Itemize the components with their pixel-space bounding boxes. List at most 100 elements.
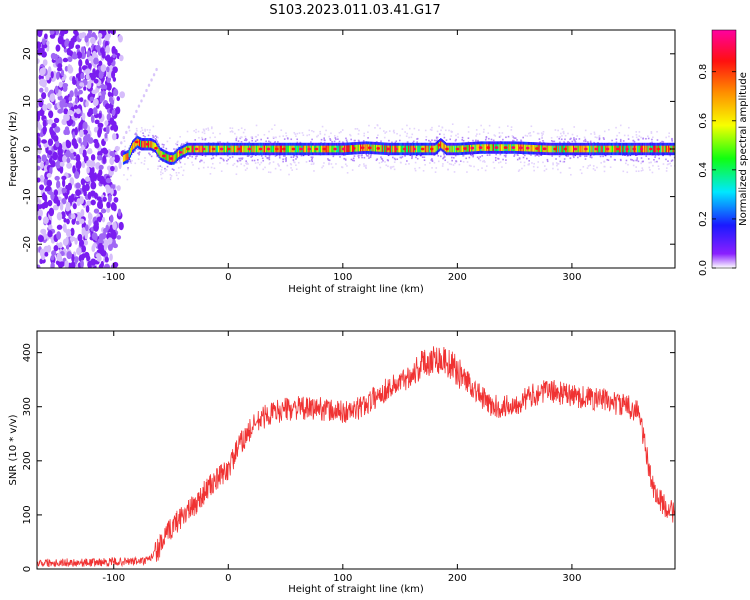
ridge-cell: [318, 145, 321, 153]
noise-blob: [107, 244, 113, 252]
halo-point: [255, 135, 258, 138]
ridge-cell: [246, 145, 248, 153]
halo-point: [198, 167, 200, 170]
noise-blob: [93, 220, 99, 228]
ridge-cell: [206, 145, 208, 153]
ridge-cell: [577, 145, 579, 153]
noise-blob: [93, 126, 99, 133]
halo-point: [321, 166, 323, 169]
noise-blob: [86, 80, 92, 89]
noise-blob: [85, 58, 89, 66]
halo-point: [468, 156, 471, 159]
halo-point: [148, 131, 151, 134]
ridge-cell: [192, 145, 195, 153]
spectrogram-ytick-label: 20: [22, 47, 33, 60]
halo-point: [498, 132, 501, 134]
halo-point: [539, 141, 541, 143]
halo-point: [411, 155, 413, 157]
halo-point: [404, 131, 406, 133]
halo-point: [231, 130, 233, 132]
halo-point: [487, 132, 490, 134]
halo-point: [629, 154, 632, 157]
ridge-cell: [305, 145, 307, 153]
halo-point: [573, 126, 576, 128]
noise-blob: [75, 189, 82, 197]
ridge-cell: [652, 145, 654, 153]
halo-point: [237, 160, 239, 163]
noise-blob: [88, 108, 93, 114]
halo-point: [656, 139, 659, 141]
ridge-cell: [638, 145, 640, 153]
noise-blob: [76, 51, 83, 59]
halo-point: [442, 163, 444, 165]
halo-point: [316, 135, 318, 138]
ridge-cell: [183, 147, 185, 155]
halo-point: [160, 173, 162, 176]
ridge-cell: [286, 145, 289, 153]
noise-blob: [71, 53, 78, 60]
ridge-cell: [285, 145, 287, 153]
halo-point: [553, 140, 556, 143]
halo-point: [271, 128, 273, 130]
halo-point: [229, 130, 232, 133]
halo-point: [593, 131, 596, 134]
halo-point: [229, 127, 232, 129]
halo-point: [211, 127, 213, 130]
halo-point: [290, 163, 293, 166]
halo-point: [201, 131, 204, 134]
halo-point: [480, 124, 482, 127]
halo-point: [278, 135, 281, 138]
ridge-cell: [215, 145, 217, 153]
ridge-cell: [515, 144, 518, 151]
halo-point: [231, 156, 234, 158]
halo-point: [203, 129, 205, 131]
halo-point: [527, 132, 530, 135]
halo-point: [567, 155, 569, 157]
halo-point: [175, 161, 178, 164]
halo-point: [670, 165, 672, 167]
noise-blob: [115, 106, 121, 115]
spectrogram-ytick-label: 0: [22, 146, 33, 152]
halo-point: [166, 140, 169, 143]
halo-point: [486, 154, 489, 156]
halo-point: [651, 138, 653, 141]
ridge-cell: [380, 145, 382, 152]
figure-title: S103.2023.011.03.41.G17: [269, 3, 440, 18]
halo-point: [367, 137, 369, 139]
halo-point: [290, 167, 292, 169]
halo-point: [440, 129, 442, 132]
noise-blob: [91, 244, 96, 253]
halo-point: [656, 160, 658, 163]
halo-point: [178, 167, 180, 169]
noise-blob: [75, 211, 82, 221]
halo-point: [349, 134, 352, 137]
noise-blob: [89, 96, 94, 102]
ridge-cell: [349, 145, 352, 152]
halo-point: [264, 155, 267, 158]
halo-point: [521, 167, 523, 170]
halo-point: [596, 166, 598, 169]
noise-blob: [112, 221, 117, 231]
halo-point: [412, 141, 414, 144]
ridge-cell: [132, 143, 134, 150]
noise-blob: [105, 224, 109, 232]
halo-point: [492, 161, 495, 164]
halo-point: [202, 166, 205, 169]
halo-point: [590, 133, 592, 135]
halo-point: [429, 128, 432, 131]
noise-blob: [106, 207, 111, 213]
halo-point: [457, 133, 459, 135]
halo-point: [529, 134, 532, 137]
noise-blob: [87, 30, 93, 36]
halo-point: [195, 155, 197, 158]
halo-point: [642, 169, 644, 171]
ridge-cell: [345, 145, 347, 153]
ridge-cell: [666, 145, 669, 153]
halo-point: [505, 154, 507, 157]
ridge-cell: [150, 140, 152, 148]
halo-point: [658, 168, 660, 170]
ridge-cell: [570, 145, 573, 153]
ridge-cell: [262, 145, 264, 153]
noise-blob: [113, 165, 118, 173]
